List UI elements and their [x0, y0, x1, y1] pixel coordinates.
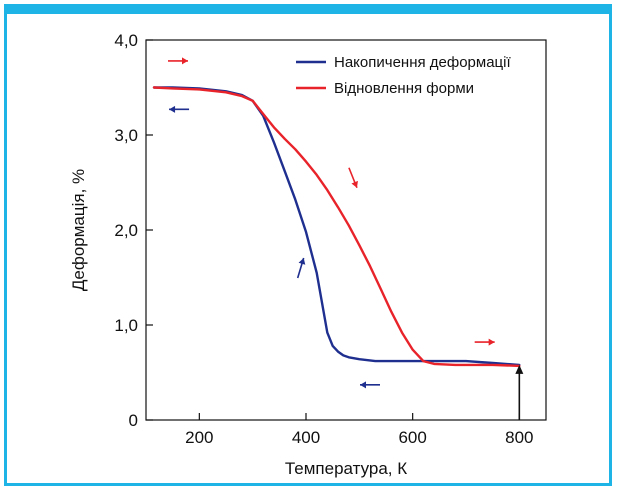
- x-tick-label: 600: [398, 428, 426, 447]
- series-line-recovery: [152, 86, 521, 368]
- annotation-arrow-head: [169, 105, 176, 113]
- annotation-arrow-head: [298, 258, 306, 265]
- annotation-arrow: [348, 167, 358, 189]
- y-tick-label: 1,0: [114, 316, 138, 335]
- annotation-arrows: [168, 57, 524, 420]
- y-axis: 0 1,0 2,0 3,0 4,0: [114, 31, 153, 430]
- x-tick-label: 800: [505, 428, 533, 447]
- y-axis-title: Деформація, %: [69, 169, 88, 291]
- x-axis-title: Температура, К: [285, 459, 407, 478]
- legend: Накопичення деформації Відновлення форми: [296, 54, 511, 97]
- frame-top-bar: [4, 4, 612, 14]
- annotation-arrow-head: [360, 381, 366, 389]
- annotation-arrow-head: [351, 180, 358, 188]
- legend-label-accumulation: Накопичення деформації: [334, 54, 511, 71]
- x-axis: 200 400 600 800: [185, 413, 534, 447]
- figure-frame: [4, 4, 612, 486]
- annotation-arrow-head: [488, 338, 495, 346]
- y-tick-label: 0: [129, 411, 138, 430]
- annotation-arrow: [169, 105, 190, 113]
- annotation-arrow: [474, 338, 495, 346]
- annotation-arrow-head: [182, 57, 188, 65]
- annotation-arrow: [515, 364, 524, 420]
- endpoint-indicator-head: [515, 364, 524, 374]
- annotation-arrow: [168, 57, 188, 65]
- y-tick-label: 4,0: [114, 31, 138, 50]
- series-line-accumulation: [152, 86, 521, 367]
- legend-label-recovery: Відновлення форми: [334, 80, 474, 97]
- x-tick-label: 400: [292, 428, 320, 447]
- x-tick-label: 200: [185, 428, 213, 447]
- annotation-arrow: [360, 381, 380, 389]
- annotation-arrow: [296, 257, 306, 279]
- y-tick-label: 2,0: [114, 221, 138, 240]
- series-lines: [152, 86, 521, 368]
- y-tick-label: 3,0: [114, 126, 138, 145]
